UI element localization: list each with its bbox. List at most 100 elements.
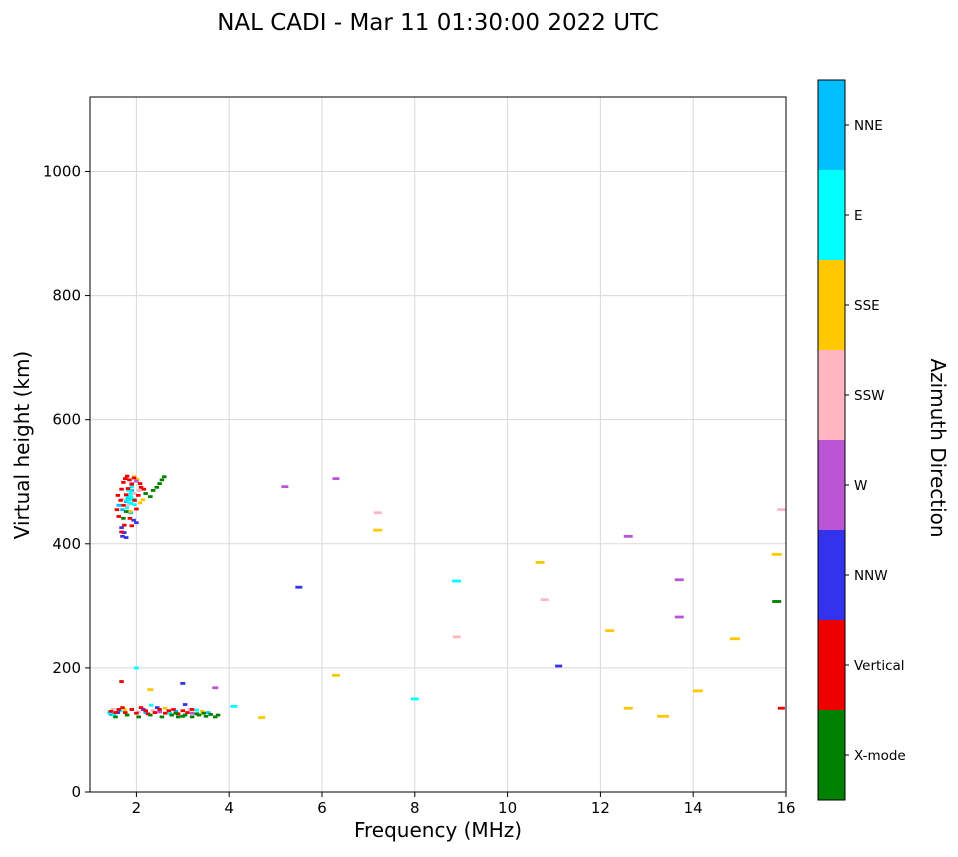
x-tick-label: 10	[498, 799, 517, 817]
colorbar-segment	[818, 440, 845, 530]
y-tick-label: 1000	[43, 162, 81, 180]
data-point	[674, 578, 684, 582]
data-point	[167, 711, 173, 715]
x-tick-label: 4	[224, 799, 234, 817]
data-point	[203, 714, 209, 718]
data-point	[157, 482, 162, 485]
series-X-mode	[113, 475, 782, 719]
data-point	[129, 524, 135, 528]
data-point	[143, 711, 148, 714]
y-tick-label: 600	[52, 411, 81, 429]
data-point	[136, 489, 142, 492]
data-point	[180, 709, 186, 713]
data-point	[230, 704, 238, 708]
data-point	[110, 708, 116, 711]
data-point	[143, 492, 148, 495]
data-point	[131, 476, 137, 480]
colorbar-category-label: SSE	[854, 298, 880, 314]
data-point	[120, 534, 125, 538]
colorbar-category-label: W	[854, 478, 867, 494]
data-point	[113, 711, 118, 714]
data-point	[410, 697, 419, 701]
data-point	[281, 485, 289, 489]
data-point	[148, 713, 153, 717]
data-point	[134, 479, 139, 483]
data-point	[113, 715, 118, 719]
data-point	[258, 716, 266, 719]
data-point	[331, 673, 340, 677]
data-point	[187, 708, 193, 711]
data-point	[150, 709, 156, 713]
y-tick-label: 400	[52, 535, 81, 553]
data-point	[138, 485, 144, 489]
data-point	[120, 706, 125, 710]
data-point	[123, 493, 129, 497]
data-point	[173, 711, 179, 715]
data-points	[107, 474, 786, 719]
data-point	[166, 709, 172, 713]
data-point	[657, 714, 670, 718]
data-point	[132, 498, 137, 502]
colorbar-segment	[818, 80, 845, 170]
data-point	[159, 478, 165, 482]
data-point	[157, 708, 162, 711]
data-point	[154, 485, 160, 489]
data-point	[122, 531, 127, 535]
data-point	[141, 708, 146, 711]
series-Vertical	[108, 474, 785, 716]
data-point	[136, 493, 141, 497]
data-point	[129, 482, 135, 486]
colorbar-border	[817, 79, 846, 801]
data-point	[772, 600, 782, 603]
x-tick-label: 14	[684, 799, 703, 817]
y-tick-label: 200	[52, 659, 81, 677]
colorbar-segment	[818, 170, 845, 260]
data-point	[148, 495, 153, 499]
data-point	[126, 489, 132, 492]
data-point	[134, 711, 139, 715]
colorbar-segment	[818, 620, 845, 710]
series-NNW	[115, 518, 563, 714]
y-tick-label: 0	[71, 783, 81, 801]
data-point	[152, 711, 158, 714]
data-point	[180, 682, 186, 685]
data-point	[623, 534, 633, 538]
data-point	[189, 715, 195, 719]
data-point	[157, 710, 162, 714]
data-point	[125, 498, 132, 502]
data-point	[119, 487, 124, 491]
data-point	[123, 711, 128, 714]
data-point	[125, 506, 130, 510]
data-point	[127, 516, 133, 520]
data-point	[180, 714, 186, 718]
series-E	[107, 482, 462, 717]
data-point	[129, 708, 135, 711]
x-tick-label: 12	[591, 799, 610, 817]
data-point	[215, 713, 221, 717]
data-point	[196, 713, 202, 717]
tick-labels: 2 4 6 8 10 12 14 16 0 200 400 600 800 1000	[43, 162, 796, 817]
data-point	[555, 664, 563, 668]
data-point	[137, 482, 143, 485]
data-point	[123, 477, 128, 481]
y-axis-label: Virtual height (km)	[10, 350, 34, 540]
data-point	[206, 711, 211, 714]
data-point	[777, 706, 785, 710]
data-point	[200, 709, 205, 713]
data-point	[108, 713, 114, 716]
chart-title: NAL CADI - Mar 11 01:30:00 2022 UTC	[217, 10, 659, 36]
x-tick-label: 6	[317, 799, 327, 817]
data-point	[155, 706, 160, 710]
data-point	[201, 711, 206, 715]
x-axis-label: Frequency (MHz)	[353, 818, 523, 842]
plot-border	[89, 96, 787, 793]
data-point	[114, 508, 120, 512]
data-point	[189, 708, 195, 711]
data-point	[115, 711, 121, 714]
data-point	[145, 712, 151, 716]
grid	[90, 97, 787, 793]
colorbar-category-label: E	[854, 208, 863, 224]
data-point	[213, 715, 218, 719]
data-point	[111, 713, 117, 717]
data-point	[777, 508, 786, 512]
